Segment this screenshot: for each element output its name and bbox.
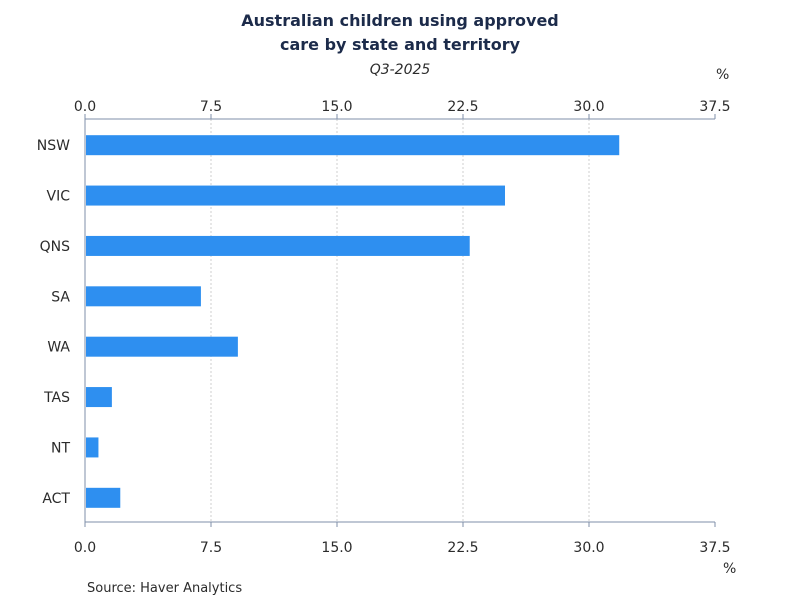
top-tick-label-3: 22.5: [447, 99, 478, 115]
axes: [84, 114, 716, 527]
category-label-sa: SA: [51, 289, 70, 305]
chart-title-line-1: Australian children using approved: [241, 11, 559, 30]
bottom-tick-label-0: 0.0: [74, 540, 96, 556]
chart-title-line-2: care by state and territory: [279, 35, 521, 54]
bottom-tick-labels: 0.0 7.5 15.0 22.5 30.0 37.5: [74, 540, 731, 556]
top-tick-label-4: 30.0: [573, 99, 604, 115]
bars: [86, 135, 620, 508]
category-label-vic: VIC: [47, 189, 71, 205]
top-tick-labels: 0.0 7.5 15.0 22.5 30.0 37.5: [74, 99, 731, 115]
bottom-tick-label-4: 30.0: [573, 540, 604, 556]
category-label-qns: QNS: [40, 239, 70, 255]
bar-wa: [86, 336, 238, 357]
gridlines: [210, 119, 590, 522]
category-label-nt: NT: [51, 440, 70, 456]
category-label-nsw: NSW: [37, 138, 70, 154]
top-tick-label-5: 37.5: [699, 99, 730, 115]
bar-vic: [86, 185, 505, 206]
top-tick-label-2: 15.0: [321, 99, 352, 115]
bar-sa: [86, 286, 201, 307]
bar-nt: [86, 437, 99, 458]
bottom-tick-label-5: 37.5: [699, 540, 730, 556]
bottom-tick-label-3: 22.5: [447, 540, 478, 556]
unit-label-bottom: %: [723, 561, 737, 577]
category-label-wa: WA: [47, 340, 70, 356]
category-labels: NSW VIC QNS SA WA TAS NT ACT: [37, 138, 71, 507]
bar-qns: [86, 235, 470, 256]
bottom-tick-label-1: 7.5: [200, 540, 222, 556]
chart-subtitle: Q3-2025: [369, 62, 431, 78]
bar-tas: [86, 387, 112, 408]
bar-nsw: [86, 135, 620, 156]
top-tick-label-0: 0.0: [74, 99, 96, 115]
source-note: Source: Haver Analytics: [87, 581, 243, 596]
top-tick-label-1: 7.5: [200, 99, 222, 115]
category-label-act: ACT: [42, 491, 70, 507]
unit-label-top: %: [716, 67, 730, 83]
category-label-tas: TAS: [43, 390, 70, 406]
bar-act: [86, 487, 121, 508]
bottom-tick-label-2: 15.0: [321, 540, 352, 556]
